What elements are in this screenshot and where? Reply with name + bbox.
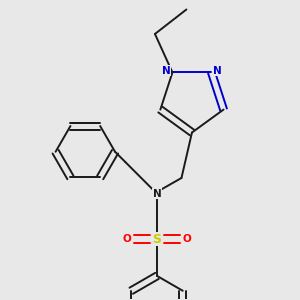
Text: S: S — [152, 233, 161, 246]
Text: N: N — [162, 66, 170, 76]
Text: N: N — [213, 66, 222, 76]
Text: N: N — [153, 189, 161, 199]
Text: O: O — [123, 234, 132, 244]
Text: O: O — [182, 234, 191, 244]
